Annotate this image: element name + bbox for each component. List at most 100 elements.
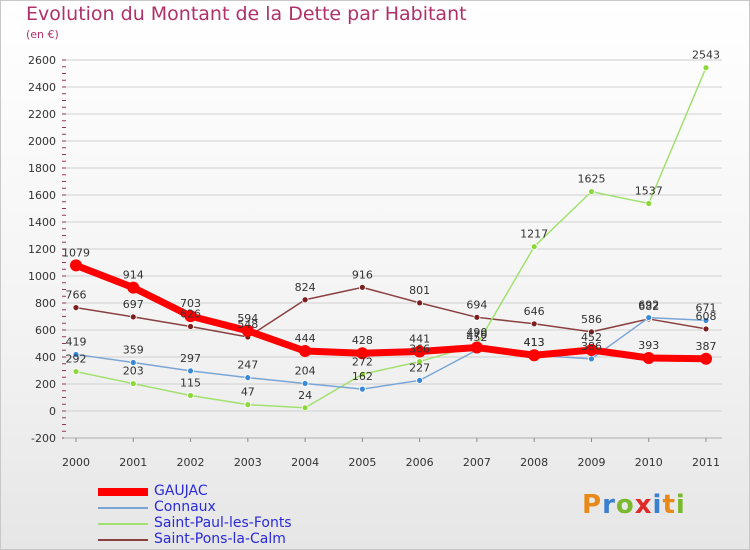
data-point (413, 345, 426, 358)
y-tick-label: 0 (49, 405, 56, 418)
data-label: 441 (409, 332, 430, 345)
data-point (473, 313, 481, 321)
data-point (301, 296, 309, 304)
logo-letter: P (582, 490, 603, 520)
data-point (416, 299, 424, 307)
logo-letter: i (652, 490, 663, 520)
y-tick-label: 1200 (28, 243, 56, 256)
logo-letter: x (634, 490, 653, 520)
y-tick-label: 2600 (28, 54, 56, 67)
data-point (702, 325, 710, 333)
x-tick-label: 2010 (635, 456, 663, 469)
data-point (184, 310, 197, 323)
data-point (588, 355, 595, 363)
chart-title: Evolution du Montant de la Dette par Hab… (26, 3, 467, 25)
data-point (299, 345, 312, 358)
data-point (358, 283, 366, 291)
data-label: 297 (180, 352, 201, 365)
data-point (187, 367, 194, 375)
data-label: 452 (581, 331, 602, 344)
data-point (70, 259, 82, 272)
data-label: 419 (66, 335, 87, 348)
y-tick-label: 1400 (28, 216, 56, 229)
y-tick-label: 1000 (28, 270, 56, 283)
data-label: 646 (524, 305, 545, 318)
proxiti-logo: Proxiti (582, 490, 686, 520)
data-point (588, 188, 595, 196)
logo-letter: r (602, 490, 616, 520)
legend-label: Connaux (154, 499, 216, 515)
data-point (127, 281, 140, 294)
x-tick-label: 2004 (291, 456, 319, 469)
data-point (187, 392, 194, 399)
data-label: 162 (352, 370, 373, 383)
data-point (129, 359, 137, 366)
logo-letter: i (675, 490, 686, 520)
data-point (702, 64, 710, 72)
x-tick-label: 2009 (577, 456, 605, 469)
y-tick-label: 200 (35, 378, 56, 391)
data-label: 227 (409, 361, 430, 374)
y-tick-label: 800 (35, 297, 56, 310)
data-label: 470 (466, 329, 487, 342)
data-label: 204 (295, 364, 316, 377)
data-point (642, 351, 655, 364)
data-label: 366 (409, 343, 430, 356)
legend-label: GAUJAC (154, 483, 208, 499)
data-label: 671 (696, 301, 717, 314)
data-point (244, 401, 252, 409)
y-tick-label: 1600 (28, 189, 56, 202)
y-tick-label: 1800 (28, 162, 56, 175)
data-label: 703 (180, 297, 201, 310)
data-label: 359 (123, 344, 144, 357)
data-point (702, 317, 710, 324)
data-label: 490 (466, 326, 487, 339)
data-point (301, 404, 309, 412)
x-tick-label: 2001 (119, 456, 147, 469)
data-point (470, 341, 483, 354)
legend-swatch (98, 523, 148, 525)
data-point (528, 349, 541, 362)
y-tick-label: 2000 (28, 135, 56, 148)
legend-swatch (98, 507, 148, 509)
data-label: 413 (524, 336, 545, 349)
data-label: 47 (241, 386, 255, 399)
data-point (645, 314, 653, 321)
data-label: 766 (66, 289, 87, 302)
data-label: 586 (581, 313, 602, 326)
x-tick-label: 2005 (348, 456, 376, 469)
logo-letter: t (662, 490, 676, 520)
data-label: 697 (123, 298, 144, 311)
data-point (301, 380, 309, 387)
data-label: 2543 (692, 49, 720, 62)
data-label: 682 (638, 300, 659, 313)
data-point (72, 368, 80, 375)
data-label: 292 (66, 353, 87, 366)
data-point (585, 343, 598, 356)
data-label: 916 (352, 268, 373, 281)
data-label: 272 (352, 355, 373, 368)
y-tick-label: 2400 (28, 81, 56, 94)
legend-swatch (98, 488, 148, 496)
y-tick-label: -200 (31, 432, 56, 445)
data-point (129, 313, 137, 321)
data-label: 387 (696, 340, 717, 353)
data-label: 608 (696, 310, 717, 323)
data-label: 428 (352, 334, 373, 347)
x-tick-label: 2002 (177, 456, 205, 469)
data-label: 386 (581, 340, 602, 353)
data-label: 548 (237, 318, 258, 331)
data-point (244, 374, 252, 382)
data-point (356, 347, 369, 360)
data-label: 1079 (62, 246, 90, 259)
data-point (241, 324, 254, 337)
data-point (187, 323, 194, 330)
x-tick-label: 2008 (520, 456, 548, 469)
series-line (75, 286, 707, 338)
chart-subtitle: (en €) (26, 28, 59, 41)
legend-label: Saint-Paul-les-Fonts (154, 515, 292, 531)
data-label: 452 (466, 331, 487, 344)
data-label: 115 (180, 376, 201, 389)
